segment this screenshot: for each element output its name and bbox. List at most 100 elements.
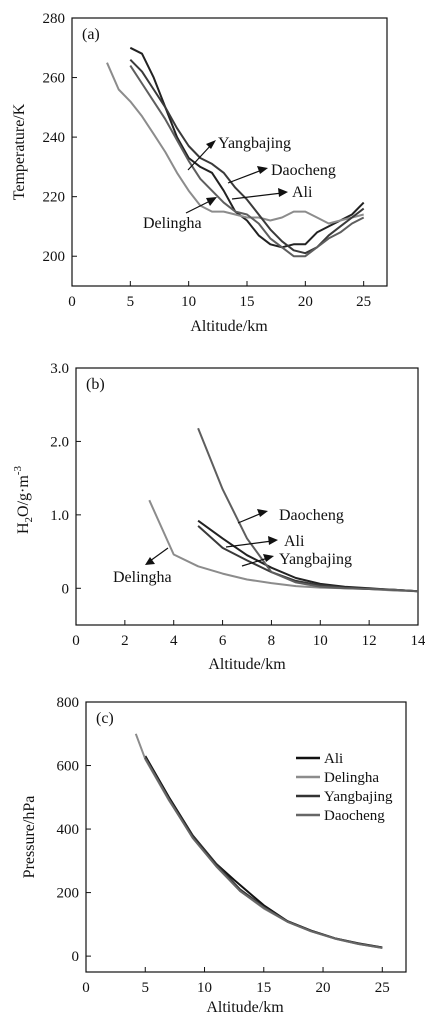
x-tick-label: 5 (142, 980, 150, 996)
annotation-arrow (149, 547, 169, 562)
annotation-label: Ali (292, 184, 313, 201)
y-tick-label: 3.0 (50, 361, 69, 377)
panel-a-xlabel: Altitude/km (190, 318, 268, 335)
y-tick-label: 600 (57, 759, 80, 775)
series-line-yangbajing (129, 58, 365, 255)
x-tick-label: 0 (68, 294, 76, 310)
x-tick-label: 0 (72, 633, 80, 649)
panel-c-ylabel: Pressure/hPa (21, 796, 38, 879)
panel-a-series (106, 46, 365, 258)
annotation-label: Delingha (113, 569, 172, 586)
panel-a: 0 5 10 15 20 25 200 220 240 260 280 (a) Altitude/k… (11, 11, 388, 335)
panel-a-ylabel: Temperature/K (11, 103, 28, 200)
annotation-arrow (225, 540, 273, 548)
y-tick-label: 280 (43, 11, 66, 27)
x-tick-label: 10 (313, 633, 328, 649)
arrow-head-icon (278, 188, 288, 197)
annotation-daocheng-b: Daocheng (237, 507, 344, 524)
x-tick-label: 4 (170, 633, 178, 649)
series-line-delingha (134, 733, 383, 949)
y-tick-label: 800 (57, 695, 80, 711)
legend-label-daocheng: Daocheng (324, 808, 385, 824)
x-tick-label: 0 (82, 980, 90, 996)
panel-c-series (134, 733, 383, 949)
annotation-label: Yangbajing (279, 551, 352, 568)
annotation-label: Ali (284, 533, 305, 550)
x-tick-label: 6 (219, 633, 227, 649)
x-tick-label: 10 (181, 294, 196, 310)
y-tick-label: 0 (72, 949, 80, 965)
legend-label-yangbajing: Yangbajing (324, 789, 393, 805)
series-line-ali (129, 46, 365, 249)
y-tick-label: 400 (57, 822, 80, 838)
y-tick-label: 200 (43, 249, 66, 265)
x-tick-label: 20 (316, 980, 331, 996)
annotation-arrow (227, 169, 263, 184)
panel-c-legend: Ali Delingha Yangbajing Daocheng (296, 751, 393, 824)
series-line-daocheng (197, 427, 419, 593)
arrow-head-icon (206, 197, 217, 206)
series-line-yangbajing (144, 757, 383, 949)
annotation-arrow (185, 199, 213, 214)
x-tick-label: 15 (256, 980, 271, 996)
annotation-label: Daocheng (271, 162, 336, 179)
panel-b-ylabel: H2O/g·m-3 (12, 466, 35, 535)
panel-c-label: (c) (96, 710, 114, 727)
panel-b-frame (75, 367, 419, 626)
x-tick-label: 15 (240, 294, 255, 310)
annotation-label: Daocheng (279, 507, 344, 524)
panel-a-frame (71, 17, 388, 287)
y-tick-label: 1.0 (50, 508, 69, 524)
series-line-daocheng (144, 758, 383, 949)
annotation-label: Yangbajing (218, 135, 291, 152)
annotation-arrow (187, 143, 213, 171)
annotation-arrow (231, 192, 283, 200)
legend-label-ali: Ali (324, 751, 343, 767)
y-tick-label: 2.0 (50, 434, 69, 450)
x-tick-label: 25 (375, 980, 390, 996)
x-tick-label: 14 (411, 633, 425, 649)
x-tick-label: 25 (356, 294, 371, 310)
panel-b-series (148, 427, 419, 593)
y-tick-label: 200 (57, 886, 80, 902)
series-line-delingha (106, 62, 364, 225)
panel-b: 0 2 4 6 8 10 12 14 0 1.0 2.0 3.0 (b) Altitude/km H2… (12, 361, 425, 673)
panel-a-label: (a) (82, 26, 100, 43)
arrow-head-icon (268, 536, 278, 545)
legend-label-delingha: Delingha (324, 770, 379, 786)
panel-b-label: (b) (86, 376, 105, 393)
x-tick-label: 2 (121, 633, 129, 649)
x-tick-label: 20 (298, 294, 313, 310)
y-tick-label: 220 (43, 190, 66, 206)
panel-b-xlabel: Altitude/km (208, 656, 286, 673)
panel-c-frame (85, 701, 407, 973)
arrow-head-icon (257, 166, 268, 174)
annotation-ali-a: Ali (231, 184, 313, 201)
y-tick-label: 0 (62, 581, 70, 597)
annotation-ali-b: Ali (225, 533, 305, 550)
panel-b-ticks: 0 2 4 6 8 10 12 14 0 1.0 2.0 3.0 (50, 361, 425, 649)
x-tick-label: 8 (268, 633, 276, 649)
arrow-head-icon (206, 140, 216, 149)
x-tick-label: 10 (197, 980, 212, 996)
annotation-arrow (237, 512, 263, 524)
x-tick-label: 12 (362, 633, 377, 649)
x-tick-label: 5 (127, 294, 135, 310)
panel-c-ticks: 0 5 10 15 20 25 0 200 400 600 800 (57, 695, 390, 996)
arrow-head-icon (257, 509, 268, 517)
series-line-daocheng (129, 65, 365, 258)
y-tick-label: 260 (43, 71, 66, 87)
annotation-daocheng-a: Daocheng (227, 162, 336, 184)
panel-a-ticks: 0 5 10 15 20 25 200 220 240 260 280 (43, 11, 372, 310)
annotation-delingha-b: Delingha (113, 547, 172, 586)
arrow-head-icon (145, 557, 155, 565)
annotation-yangbajing-a: Yangbajing (187, 135, 291, 171)
y-tick-label: 240 (43, 130, 66, 146)
annotation-yangbajing-b: Yangbajing (241, 551, 352, 568)
panel-c-xlabel: Altitude/km (206, 999, 284, 1016)
annotation-label: Delingha (143, 215, 202, 232)
annotation-delingha-a: Delingha (143, 197, 217, 232)
arrow-head-icon (263, 554, 274, 562)
